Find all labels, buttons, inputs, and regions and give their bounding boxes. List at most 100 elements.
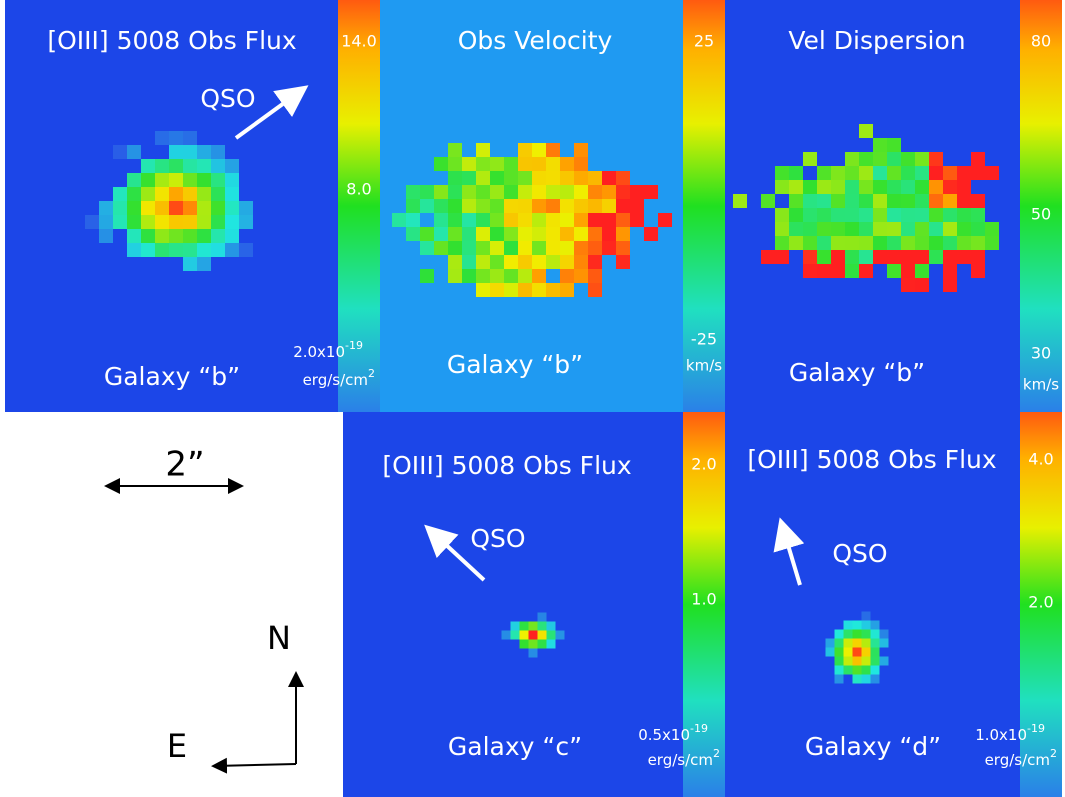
- pixel: [518, 199, 532, 213]
- pixel: [169, 187, 183, 201]
- pixel: [434, 227, 448, 241]
- pixel: [775, 166, 789, 180]
- pixel: [817, 250, 831, 264]
- colorbar-top: 4.0: [1028, 450, 1053, 469]
- pixel: [225, 159, 239, 173]
- pixel: [448, 269, 462, 283]
- pixel: [831, 208, 845, 222]
- pixel: [901, 250, 915, 264]
- galaxy-label: Galaxy “d”: [805, 732, 941, 761]
- pixel: [537, 639, 547, 649]
- panel: [OIII] 5008 Obs Flux Galaxy “c” QSO 2.0 1.0 0…: [343, 412, 725, 797]
- pixel: [789, 208, 803, 222]
- pixel: [211, 215, 225, 229]
- pixel: [476, 283, 490, 297]
- pixel: [448, 171, 462, 185]
- pixel: [915, 166, 929, 180]
- colorbar-bottom: -25: [691, 330, 717, 349]
- pixel: [859, 152, 873, 166]
- pixel: [817, 166, 831, 180]
- pixel: [448, 213, 462, 227]
- pixel: [943, 180, 957, 194]
- panel-background: [725, 412, 1020, 797]
- pixel: [225, 187, 239, 201]
- pixel: [476, 269, 490, 283]
- pixel: [155, 215, 169, 229]
- pixel: [239, 201, 253, 215]
- pixel: [504, 241, 518, 255]
- pixel: [852, 674, 862, 684]
- pixel: [861, 647, 871, 657]
- qso-arrow: [424, 524, 486, 582]
- pixel: [789, 194, 803, 208]
- pixel: [528, 648, 538, 658]
- pixel: [971, 194, 985, 208]
- pixel: [560, 255, 574, 269]
- pixel: [183, 257, 197, 271]
- pixel: [574, 227, 588, 241]
- pixel: [901, 222, 915, 236]
- pixel: [616, 227, 630, 241]
- pixel: [462, 199, 476, 213]
- pixel: [574, 199, 588, 213]
- pixel: [971, 222, 985, 236]
- pixel: [929, 222, 943, 236]
- galaxy-label: Galaxy “b”: [104, 362, 240, 391]
- pixel: [843, 656, 853, 666]
- colorbar-mid: 50: [1031, 205, 1051, 224]
- pixel: [873, 180, 887, 194]
- pixel: [197, 229, 211, 243]
- pixel: [789, 222, 803, 236]
- pixel: [943, 264, 957, 278]
- pixel: [462, 269, 476, 283]
- pixel: [574, 143, 588, 157]
- pixel: [476, 227, 490, 241]
- pixel: [957, 166, 971, 180]
- colorbar-unit: erg/s/cm2: [985, 747, 1057, 769]
- pixel: [510, 621, 520, 631]
- pixel: [99, 229, 113, 243]
- panel-title: [OIII] 5008 Obs Flux: [382, 451, 631, 480]
- pixel: [915, 152, 929, 166]
- pixel: [845, 180, 859, 194]
- pixel: [434, 199, 448, 213]
- pixel: [434, 241, 448, 255]
- pixel: [825, 638, 835, 648]
- colorbar-exp: -19: [1027, 722, 1045, 735]
- pixel: [852, 638, 862, 648]
- pixel: [476, 143, 490, 157]
- pixel: [887, 264, 901, 278]
- pixel: [532, 227, 546, 241]
- pixel: [831, 264, 845, 278]
- pixel: [183, 145, 197, 159]
- pixel: [537, 630, 547, 640]
- pixel: [616, 199, 630, 213]
- pixel: [490, 213, 504, 227]
- pixel: [873, 152, 887, 166]
- pixel: [870, 674, 880, 684]
- pixel: [211, 201, 225, 215]
- pixel: [476, 241, 490, 255]
- pixel: [560, 171, 574, 185]
- panel: Vel Dispersion Galaxy “b” 80 50 30 km/s: [725, 0, 1062, 412]
- pixel: [504, 185, 518, 199]
- pixel: [957, 222, 971, 236]
- pixel: [546, 171, 560, 185]
- pixel: [504, 227, 518, 241]
- pixel: [831, 222, 845, 236]
- pixel: [169, 131, 183, 145]
- colorbar: [1020, 0, 1062, 412]
- pixel: [602, 171, 616, 185]
- pixel: [197, 145, 211, 159]
- pixel: [852, 629, 862, 639]
- pixel: [490, 269, 504, 283]
- pixel: [476, 255, 490, 269]
- colorbar-mid: 1.0: [691, 590, 716, 609]
- pixel: [831, 250, 845, 264]
- pixel: [971, 166, 985, 180]
- pixel: [476, 185, 490, 199]
- pixel: [560, 157, 574, 171]
- east-label: E: [167, 727, 187, 765]
- panel: [OIII] 5008 Obs Flux Galaxy “b” QSO 14.0 8.0…: [5, 0, 380, 412]
